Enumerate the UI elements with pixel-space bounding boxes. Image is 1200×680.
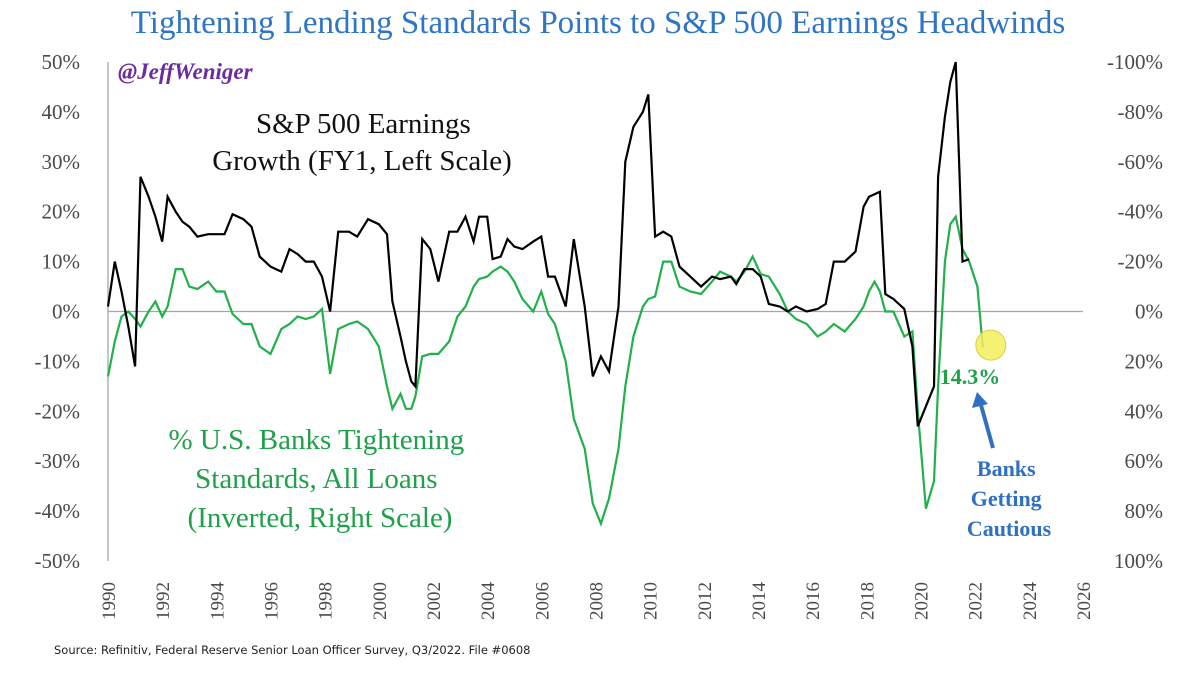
earnings-growth-series-line	[106, 61, 970, 427]
chart-title: Tightening Lending Standards Points to S…	[131, 5, 1065, 41]
x-tick-label: 1996	[262, 582, 283, 620]
banks-label-line-3: (Inverted, Right Scale)	[188, 502, 453, 534]
callout-arrowhead	[972, 392, 988, 408]
callout-line-3: Cautious	[967, 516, 1052, 541]
source-note: Source: Refinitiv, Federal Reserve Senio…	[54, 643, 530, 657]
right-tick-label: -100%	[1107, 50, 1163, 74]
left-tick-label: 0%	[52, 300, 80, 324]
right-tick-label: -40%	[1118, 200, 1164, 224]
x-tick-label: 1998	[316, 582, 337, 620]
x-tick-label: 2016	[803, 582, 824, 620]
callout-label: Banks Getting Cautious	[967, 456, 1052, 541]
earnings-series-label: S&P 500 Earnings Growth (FY1, Left Scale…	[212, 108, 512, 177]
x-tick-label: 2006	[532, 582, 553, 620]
left-tick-label: 50%	[42, 50, 81, 74]
right-tick-label: 40%	[1125, 399, 1164, 423]
left-tick-label: 20%	[42, 200, 81, 224]
left-tick-label: 40%	[42, 100, 81, 124]
x-tick-label: 2022	[966, 582, 987, 620]
earnings-label-line-2: Growth (FY1, Left Scale)	[212, 145, 512, 177]
x-tick-label: 1992	[153, 582, 174, 620]
right-tick-label: 20%	[1125, 349, 1164, 373]
left-axis: 50% 40% 30% 20% 10% 0% -10% -20% -30% -40% -50%	[35, 50, 81, 573]
watermark: @JeffWeniger	[118, 59, 254, 84]
x-tick-label: 2008	[587, 582, 608, 620]
left-tick-label: -40%	[35, 499, 81, 523]
x-tick-label: 2014	[749, 582, 770, 621]
x-axis: 1990 1992 1994 1996 1998 2000 2002 2004 2006 2008…	[99, 582, 1095, 621]
banks-label-line-2: Standards, All Loans	[195, 463, 437, 495]
x-tick-label: 2002	[424, 582, 445, 620]
left-tick-label: -10%	[35, 349, 81, 373]
left-tick-label: 30%	[42, 150, 81, 174]
x-tick-label: 1990	[99, 582, 120, 620]
earnings-label-line-1: S&P 500 Earnings	[256, 108, 471, 140]
left-tick-label: -30%	[35, 449, 81, 473]
banks-tightening-series-line	[106, 214, 984, 527]
banks-series-label: % U.S. Banks Tightening Standards, All L…	[169, 424, 472, 534]
x-tick-label: 2026	[1074, 582, 1095, 620]
right-tick-label: 0%	[1135, 300, 1163, 324]
right-axis: -100% -80% -60% -40% -20% 0% 20% 40% 60% 80% 100%	[1107, 50, 1163, 573]
right-tick-label: 80%	[1125, 499, 1164, 523]
callout-line-1: Banks	[977, 456, 1036, 481]
x-tick-label: 2000	[370, 582, 391, 620]
right-tick-label: 100%	[1114, 549, 1163, 573]
callout-line-2: Getting	[971, 486, 1042, 511]
left-tick-label: 10%	[42, 250, 81, 274]
x-tick-label: 2004	[478, 582, 499, 621]
x-tick-label: 1994	[207, 582, 228, 621]
callout-arrow	[979, 404, 995, 449]
left-tick-label: -50%	[35, 549, 81, 573]
right-tick-label: -20%	[1118, 250, 1164, 274]
right-tick-label: -80%	[1118, 100, 1164, 124]
left-tick-label: -20%	[35, 399, 81, 423]
right-tick-label: -60%	[1118, 150, 1164, 174]
last-value-highlight	[975, 329, 1007, 361]
x-tick-label: 2020	[912, 582, 933, 620]
x-tick-label: 2010	[641, 582, 662, 620]
banks-label-line-1: % U.S. Banks Tightening	[169, 424, 465, 456]
x-tick-label: 2012	[695, 582, 716, 620]
x-tick-label: 2024	[1020, 582, 1041, 621]
right-tick-label: 60%	[1125, 449, 1164, 473]
last-value-label: 14.3%	[940, 364, 1001, 389]
x-tick-label: 2018	[857, 582, 878, 620]
